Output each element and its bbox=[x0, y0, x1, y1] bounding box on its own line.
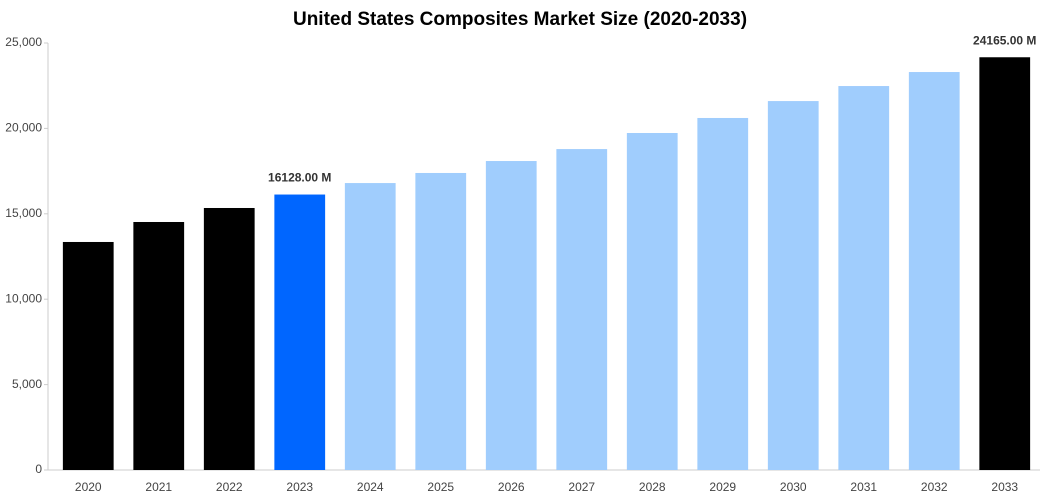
bar bbox=[908, 72, 960, 470]
y-tick-label: 20,000 bbox=[5, 121, 42, 135]
y-tick-label: 15,000 bbox=[5, 206, 42, 220]
x-tick-label: 2029 bbox=[709, 480, 736, 494]
x-tick-label: 2022 bbox=[216, 480, 243, 494]
bar bbox=[485, 161, 537, 470]
data-label: 16128.00 M bbox=[268, 171, 331, 185]
x-tick-label: 2033 bbox=[991, 480, 1018, 494]
bar bbox=[415, 172, 467, 470]
x-tick-label: 2030 bbox=[780, 480, 807, 494]
y-tick-label: 0 bbox=[35, 462, 42, 476]
data-label: 24165.00 M bbox=[973, 33, 1036, 47]
x-tick-label: 2023 bbox=[286, 480, 313, 494]
bar bbox=[556, 149, 608, 470]
x-tick-label: 2028 bbox=[639, 480, 666, 494]
x-tick-label: 2027 bbox=[568, 480, 595, 494]
y-tick-label: 10,000 bbox=[5, 291, 42, 305]
y-tick-label: 25,000 bbox=[5, 35, 42, 49]
x-tick-label: 2031 bbox=[850, 480, 877, 494]
x-tick-label: 2021 bbox=[145, 480, 172, 494]
x-tick-label: 2026 bbox=[498, 480, 525, 494]
bar bbox=[979, 57, 1031, 470]
bar bbox=[133, 221, 185, 470]
x-tick-label: 2025 bbox=[427, 480, 454, 494]
chart-title: United States Composites Market Size (20… bbox=[293, 9, 747, 30]
bar bbox=[62, 241, 114, 470]
bar bbox=[697, 117, 749, 470]
y-tick-label: 5,000 bbox=[12, 377, 42, 391]
bar bbox=[838, 86, 890, 471]
x-tick-label: 2020 bbox=[75, 480, 102, 494]
bar bbox=[203, 207, 255, 470]
bar bbox=[344, 183, 396, 470]
x-tick-label: 2024 bbox=[357, 480, 384, 494]
bar bbox=[274, 194, 326, 470]
x-tick-label: 2032 bbox=[921, 480, 948, 494]
bar bbox=[767, 101, 819, 471]
bar bbox=[626, 133, 678, 470]
